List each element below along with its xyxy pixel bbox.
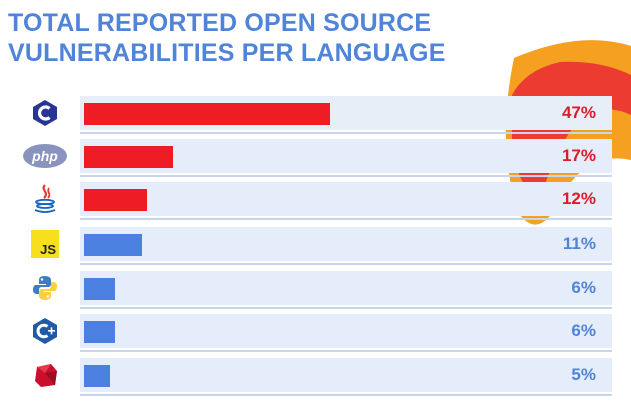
row-divider: [80, 263, 612, 265]
java-icon: [20, 182, 70, 216]
bar-javascript: [84, 234, 142, 256]
title-line-1: TOTAL REPORTED OPEN SOURCE: [8, 9, 432, 37]
row-divider: [80, 350, 612, 352]
bar-row-javascript: 11%: [80, 227, 612, 265]
ruby-icon: [20, 358, 70, 392]
javascript-icon: JS: [20, 227, 70, 261]
python-icon: [20, 271, 70, 305]
bar-row-java: 12%: [80, 182, 612, 220]
bar-php: [84, 146, 173, 168]
svg-text:php: php: [31, 148, 58, 164]
bar-row-python: 6%: [80, 271, 612, 309]
row-divider: [80, 218, 612, 220]
svg-text:JS: JS: [40, 242, 56, 257]
bar-cplusplus: [84, 321, 115, 343]
row-divider: [80, 307, 612, 309]
bar-java: [84, 189, 147, 211]
value-label-java: 12%: [561, 189, 596, 208]
bar-python: [84, 278, 115, 300]
row-divider: [80, 175, 612, 177]
bar-ruby: [84, 365, 110, 387]
row-divider: [80, 132, 612, 134]
value-label-c: 47%: [561, 103, 596, 122]
bar-c: [84, 103, 330, 125]
cplusplus-icon: [20, 314, 70, 348]
value-label-ruby: 5%: [571, 365, 596, 384]
row-divider: [80, 394, 612, 396]
bar-row-cplusplus: 6%: [80, 314, 612, 352]
value-label-php: 17%: [561, 146, 596, 165]
value-label-javascript: 11%: [562, 234, 596, 253]
value-label-python: 6%: [571, 278, 596, 297]
bar-row-ruby: 5%: [80, 358, 612, 396]
title-line-2: VULNERABILITIES PER LANGUAGE: [8, 39, 446, 67]
c-language-icon: [20, 96, 70, 130]
php-icon: php: [20, 139, 70, 173]
value-label-cplusplus: 6%: [571, 321, 596, 340]
bar-row-php: 17%: [80, 139, 612, 177]
bar-row-c: 47%: [80, 96, 612, 134]
chart-title: TOTAL REPORTED OPEN SOURCE VULNERABILITI…: [8, 8, 446, 68]
